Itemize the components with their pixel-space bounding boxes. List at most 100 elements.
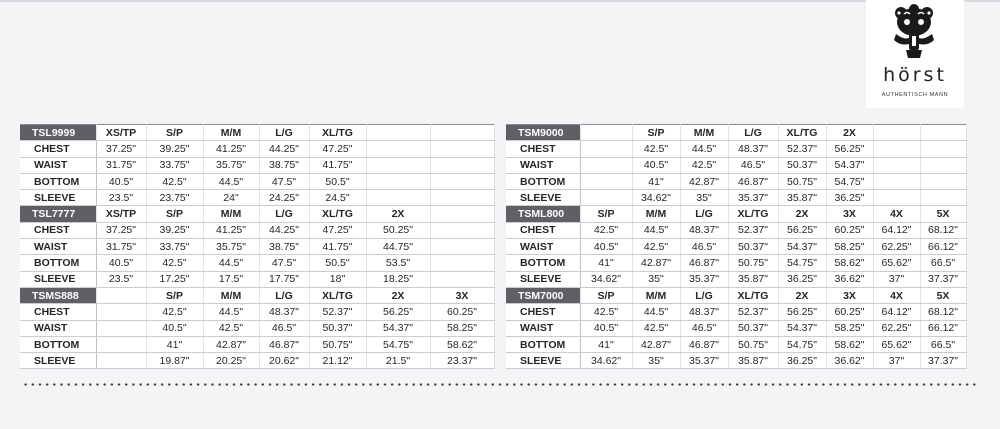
size-header: 2X: [366, 286, 431, 305]
measurement-value: 31.75": [96, 238, 147, 256]
measurement-value: [366, 189, 431, 207]
measurement-value: 17.25": [146, 271, 204, 288]
measurement-value: 41.75": [309, 157, 367, 174]
measurement-value: 46.87": [259, 336, 310, 354]
model-code: TSL7777: [20, 205, 97, 223]
size-header: S/P: [580, 205, 633, 223]
measurement-label: CHEST: [20, 222, 97, 240]
measurement-value: 23.5": [96, 189, 147, 207]
top-divider: [0, 0, 1000, 2]
measurement-value: 35.75": [203, 157, 260, 174]
size-header: [366, 123, 431, 142]
measurement-value: 58.25": [826, 238, 874, 256]
model-code: TSL9999: [20, 123, 97, 142]
measurement-value: 50.37": [778, 157, 827, 174]
measurement-value: 41.25": [203, 140, 260, 158]
measurement-value: 42.5": [580, 222, 633, 240]
measurement-value: 68.12": [920, 303, 967, 321]
measurement-value: 47.25": [309, 140, 367, 158]
measurement-value: 21.5": [366, 352, 431, 370]
measurement-value: 48.37": [728, 140, 779, 158]
measurement-value: [873, 140, 921, 158]
model-code: TSM7000: [506, 286, 581, 305]
measurement-value: 44.25": [259, 140, 310, 158]
measurement-value: 60.25": [826, 303, 874, 321]
measurement-value: 41": [580, 336, 633, 354]
size-header: [920, 123, 967, 142]
measurement-value: 17.5": [203, 271, 260, 288]
table-row: SLEEVE 34.62" 35" 35.37" 35.87" 36.25" 36.62" 3…: [506, 271, 967, 288]
measurement-value: 23.5": [96, 271, 147, 288]
measurement-value: 42.5": [146, 303, 204, 321]
measurement-label: SLEEVE: [20, 352, 97, 370]
measurement-value: 50.25": [366, 222, 431, 240]
measurement-value: 50.37": [309, 320, 367, 337]
table-row: WAIST 40.5" 42.5" 46.5" 50.37" 54.37" 58.25": [20, 320, 495, 337]
table-row: SLEEVE 34.62" 35" 35.37" 35.87" 36.25": [506, 189, 967, 207]
measurement-value: 60.25": [430, 303, 495, 321]
table-row: WAIST 31.75" 33.75" 35.75" 38.75" 41.75": [20, 157, 495, 174]
size-header: 3X: [826, 205, 874, 223]
measurement-label: CHEST: [20, 303, 97, 321]
measurement-label: SLEEVE: [506, 271, 581, 288]
size-header: S/P: [146, 286, 204, 305]
size-header: XL/TG: [728, 205, 779, 223]
table-row: WAIST 40.5" 42.5" 46.5" 50.37" 54.37" 58.25" 62…: [506, 320, 967, 337]
measurement-value: 38.75": [259, 238, 310, 256]
measurement-label: SLEEVE: [506, 189, 581, 207]
measurement-value: 23.37": [430, 352, 495, 370]
size-header: [430, 123, 495, 142]
measurement-label: SLEEVE: [20, 189, 97, 207]
measurement-value: 35": [632, 352, 681, 370]
measurement-value: 41.25": [203, 222, 260, 240]
model-header-row: TSM7000 S/P M/M L/G XL/TG 2X 3X 4X 5X: [506, 286, 967, 305]
measurement-value: 54.75": [778, 336, 827, 354]
measurement-value: [430, 271, 495, 288]
measurement-value: 53.5": [366, 254, 431, 272]
size-header: [430, 205, 495, 223]
size-header: 3X: [430, 286, 495, 305]
size-header: 2X: [778, 205, 827, 223]
size-header: L/G: [259, 286, 310, 305]
measurement-value: 42.87": [680, 173, 729, 191]
table-row: BOTTOM 40.5" 42.5" 44.5" 47.5" 50.5": [20, 173, 495, 191]
measurement-value: 40.5": [96, 254, 147, 272]
measurement-label: SLEEVE: [506, 352, 581, 370]
measurement-value: 62.25": [873, 238, 921, 256]
measurement-value: 48.37": [259, 303, 310, 321]
table-row: SLEEVE 23.5" 17.25" 17.5" 17.75" 18" 18.25": [20, 271, 495, 288]
measurement-value: 37.37": [920, 352, 967, 370]
table-row: SLEEVE 19.87" 20.25" 20.62" 21.12" 21.5" 23.37…: [20, 352, 495, 370]
measurement-value: 66.5": [920, 336, 967, 354]
model-code: TSMS888: [20, 286, 97, 305]
model-header-row: TSML800 S/P M/M L/G XL/TG 2X 3X 4X 5X: [506, 205, 967, 223]
measurement-value: [873, 189, 921, 207]
measurement-value: 46.5": [680, 238, 729, 256]
measurement-value: 42.87": [203, 336, 260, 354]
measurement-value: 50.75": [778, 173, 827, 191]
measurement-label: BOTTOM: [506, 336, 581, 354]
measurement-value: 52.37": [778, 140, 827, 158]
measurement-value: 52.37": [728, 222, 779, 240]
measurement-value: [580, 173, 633, 191]
measurement-value: 50.5": [309, 173, 367, 191]
table-row: BOTTOM 40.5" 42.5" 44.5" 47.5" 50.5" 53.5": [20, 254, 495, 272]
measurement-value: 54.37": [826, 157, 874, 174]
table-row: WAIST 40.5" 42.5" 46.5" 50.37" 54.37" 58.25" 62…: [506, 238, 967, 256]
measurement-value: 38.75": [259, 157, 310, 174]
size-header: S/P: [580, 286, 633, 305]
size-header: M/M: [632, 205, 681, 223]
measurement-value: [580, 189, 633, 207]
measurement-value: 64.12": [873, 222, 921, 240]
measurement-value: 36.25": [778, 271, 827, 288]
measurement-value: 50.37": [728, 320, 779, 337]
measurement-value: 19.87": [146, 352, 204, 370]
table-row: BOTTOM 41" 42.87" 46.87" 50.75" 54.75" 58.62" 6…: [506, 254, 967, 272]
measurement-value: 21.12": [309, 352, 367, 370]
measurement-value: [430, 157, 495, 174]
measurement-value: [430, 254, 495, 272]
measurement-value: 58.25": [826, 320, 874, 337]
size-header: XL/TG: [309, 123, 367, 142]
measurement-value: 40.5": [580, 238, 633, 256]
measurement-value: 34.62": [580, 271, 633, 288]
